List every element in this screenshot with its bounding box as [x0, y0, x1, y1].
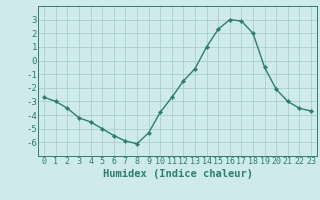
X-axis label: Humidex (Indice chaleur): Humidex (Indice chaleur)	[103, 169, 252, 179]
